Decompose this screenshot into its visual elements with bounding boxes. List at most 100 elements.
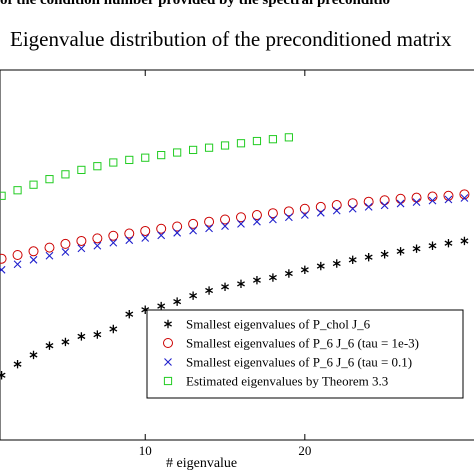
cropped-caption-text: of the condition number provided by the … xyxy=(0,0,391,8)
data-point xyxy=(61,337,70,347)
data-point xyxy=(13,260,22,269)
data-point xyxy=(29,255,38,264)
plot-axes-frame xyxy=(0,69,474,441)
data-point xyxy=(77,244,86,253)
data-point xyxy=(45,251,54,260)
data-point xyxy=(44,242,55,253)
x-tick-label: 10 xyxy=(139,443,152,458)
data-point xyxy=(157,301,166,311)
data-point xyxy=(60,238,71,249)
x-axis-label: # eigenvalue xyxy=(166,456,238,471)
data-point xyxy=(220,141,230,150)
data-point xyxy=(251,210,262,221)
legend-label: Estimated eigenvalues by Theorem 3.3 xyxy=(186,374,388,389)
data-point xyxy=(141,153,150,162)
data-point xyxy=(13,359,22,369)
data-point xyxy=(124,228,135,239)
data-point xyxy=(364,253,373,262)
legend-label: Smallest eigenvalues of P_6 J_6 (tau = 0… xyxy=(186,355,412,370)
data-point xyxy=(316,261,325,271)
data-point xyxy=(220,214,231,225)
legend-marker xyxy=(163,376,173,386)
legend-label: Smallest eigenvalues of P_6 J_6 (tau = 1… xyxy=(186,336,419,351)
data-point xyxy=(380,201,389,210)
data-point xyxy=(108,230,119,241)
data-point xyxy=(141,234,150,242)
data-point xyxy=(412,198,421,206)
data-point xyxy=(237,220,245,228)
data-point xyxy=(93,330,102,339)
chart-title: Eigenvalue distribution of the precondit… xyxy=(10,27,452,51)
data-point xyxy=(284,213,293,222)
data-point xyxy=(221,282,229,292)
data-point xyxy=(253,217,261,226)
legend-marker xyxy=(163,338,173,348)
data-point xyxy=(268,273,277,282)
data-point xyxy=(269,215,277,224)
data-point xyxy=(205,286,214,295)
data-point xyxy=(189,226,197,235)
x-axis-ticks: 10 20 xyxy=(139,70,311,458)
data-point xyxy=(93,162,102,171)
data-point xyxy=(331,200,342,211)
legend-marker xyxy=(164,319,172,329)
data-point xyxy=(0,191,6,200)
data-point xyxy=(268,135,278,144)
data-point xyxy=(252,136,262,146)
data-point xyxy=(29,180,38,189)
data-point xyxy=(300,265,309,274)
series-4 xyxy=(0,133,293,200)
data-point xyxy=(379,195,390,206)
data-point xyxy=(283,206,294,217)
data-point xyxy=(125,310,134,319)
data-point xyxy=(411,192,422,203)
data-point xyxy=(236,139,246,148)
data-point xyxy=(61,248,70,256)
data-point xyxy=(188,218,199,229)
data-point xyxy=(221,222,229,231)
data-point xyxy=(173,228,182,237)
data-point xyxy=(235,212,246,223)
data-point xyxy=(315,201,326,212)
data-point xyxy=(189,145,198,155)
data-point xyxy=(300,211,309,219)
data-point xyxy=(13,186,22,195)
data-point xyxy=(125,155,134,165)
data-point xyxy=(412,244,421,253)
data-point xyxy=(77,332,86,341)
data-point xyxy=(45,341,54,350)
legend-label: Smallest eigenvalues of P_chol J_6 xyxy=(186,317,371,332)
data-point xyxy=(428,241,437,250)
data-point xyxy=(0,265,6,274)
data-point xyxy=(460,236,469,246)
series-3 xyxy=(0,194,469,274)
data-point xyxy=(460,194,469,202)
data-point xyxy=(395,193,406,204)
data-point xyxy=(157,231,166,240)
data-point xyxy=(173,297,182,306)
legend-box xyxy=(146,309,464,399)
data-point xyxy=(189,291,198,300)
data-point xyxy=(45,175,54,184)
data-point xyxy=(156,223,167,234)
data-point xyxy=(459,189,470,200)
data-point xyxy=(204,216,215,227)
data-point xyxy=(109,158,118,167)
data-point xyxy=(109,238,118,247)
data-point xyxy=(332,206,341,215)
legend-marker xyxy=(164,358,172,366)
x-tick-label: 20 xyxy=(298,443,311,458)
data-point xyxy=(427,191,438,202)
data-point xyxy=(299,203,310,214)
data-point xyxy=(61,170,70,179)
data-point xyxy=(125,236,134,245)
data-point xyxy=(0,253,7,264)
data-point xyxy=(332,259,341,268)
data-point xyxy=(28,246,39,257)
data-point xyxy=(157,151,166,160)
data-point xyxy=(109,324,118,334)
data-point xyxy=(205,224,213,233)
data-point xyxy=(92,233,103,244)
